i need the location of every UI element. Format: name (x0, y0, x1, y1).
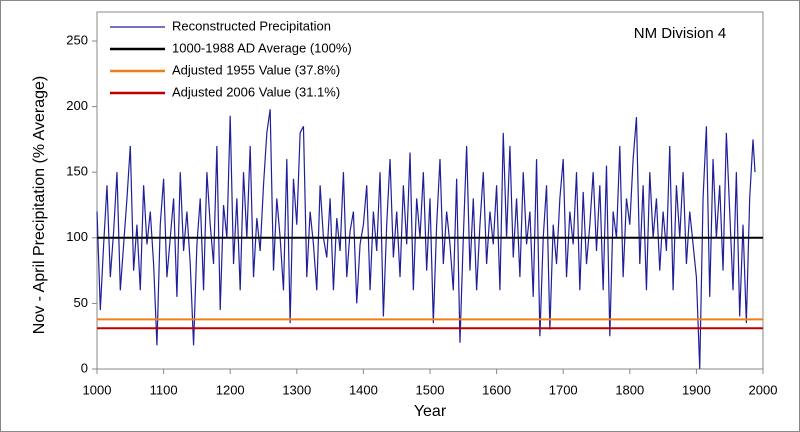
annotation: NM Division 4 (634, 25, 727, 42)
legend-label: Adjusted 1955 Value (37.8%) (172, 62, 340, 77)
x-tick-label: 1600 (482, 382, 511, 397)
x-tick-label: 1400 (349, 382, 378, 397)
y-tick-label: 250 (66, 32, 88, 47)
y-tick-label: 200 (66, 98, 88, 113)
legend-label: Adjusted 2006 Value (31.1%) (172, 84, 340, 99)
x-tick-label: 1300 (282, 382, 311, 397)
data-line (96, 109, 756, 370)
legend-label: 1000-1988 AD Average (100%) (172, 40, 352, 55)
x-axis-title: Year (414, 403, 447, 420)
x-tick-label: 1100 (150, 382, 178, 397)
x-tick-label: 1900 (682, 382, 711, 397)
y-axis-title: Nov - April Precipitation (% Average) (31, 76, 48, 334)
x-tick-label: 1200 (216, 382, 245, 397)
y-tick-label: 0 (81, 360, 88, 375)
y-tick-label: 50 (74, 295, 88, 310)
x-tick-label: 1800 (615, 382, 644, 397)
y-tick-label: 100 (66, 229, 88, 244)
y-tick-label: 150 (66, 164, 88, 179)
legend-label: Reconstructed Precipitation (172, 18, 331, 33)
x-tick-label: 2000 (749, 382, 778, 397)
x-tick-label: 1000 (83, 382, 112, 397)
x-tick-label: 1500 (416, 382, 445, 397)
x-tick-label: 1700 (549, 382, 578, 397)
